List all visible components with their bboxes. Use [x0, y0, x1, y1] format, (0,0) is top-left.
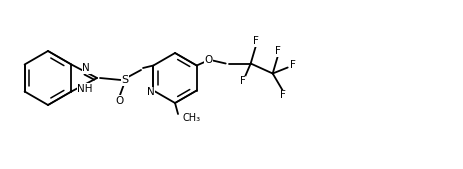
Text: N: N	[82, 63, 90, 73]
Text: NH: NH	[77, 84, 93, 94]
Text: F: F	[252, 37, 258, 46]
Text: F: F	[289, 61, 295, 70]
Text: CH₃: CH₃	[181, 113, 200, 123]
Text: F: F	[279, 91, 285, 101]
Text: F: F	[239, 77, 245, 87]
Text: N: N	[146, 88, 154, 98]
Text: O: O	[115, 96, 123, 106]
Text: O: O	[204, 55, 213, 66]
Text: F: F	[274, 46, 280, 56]
Text: S: S	[121, 75, 128, 85]
